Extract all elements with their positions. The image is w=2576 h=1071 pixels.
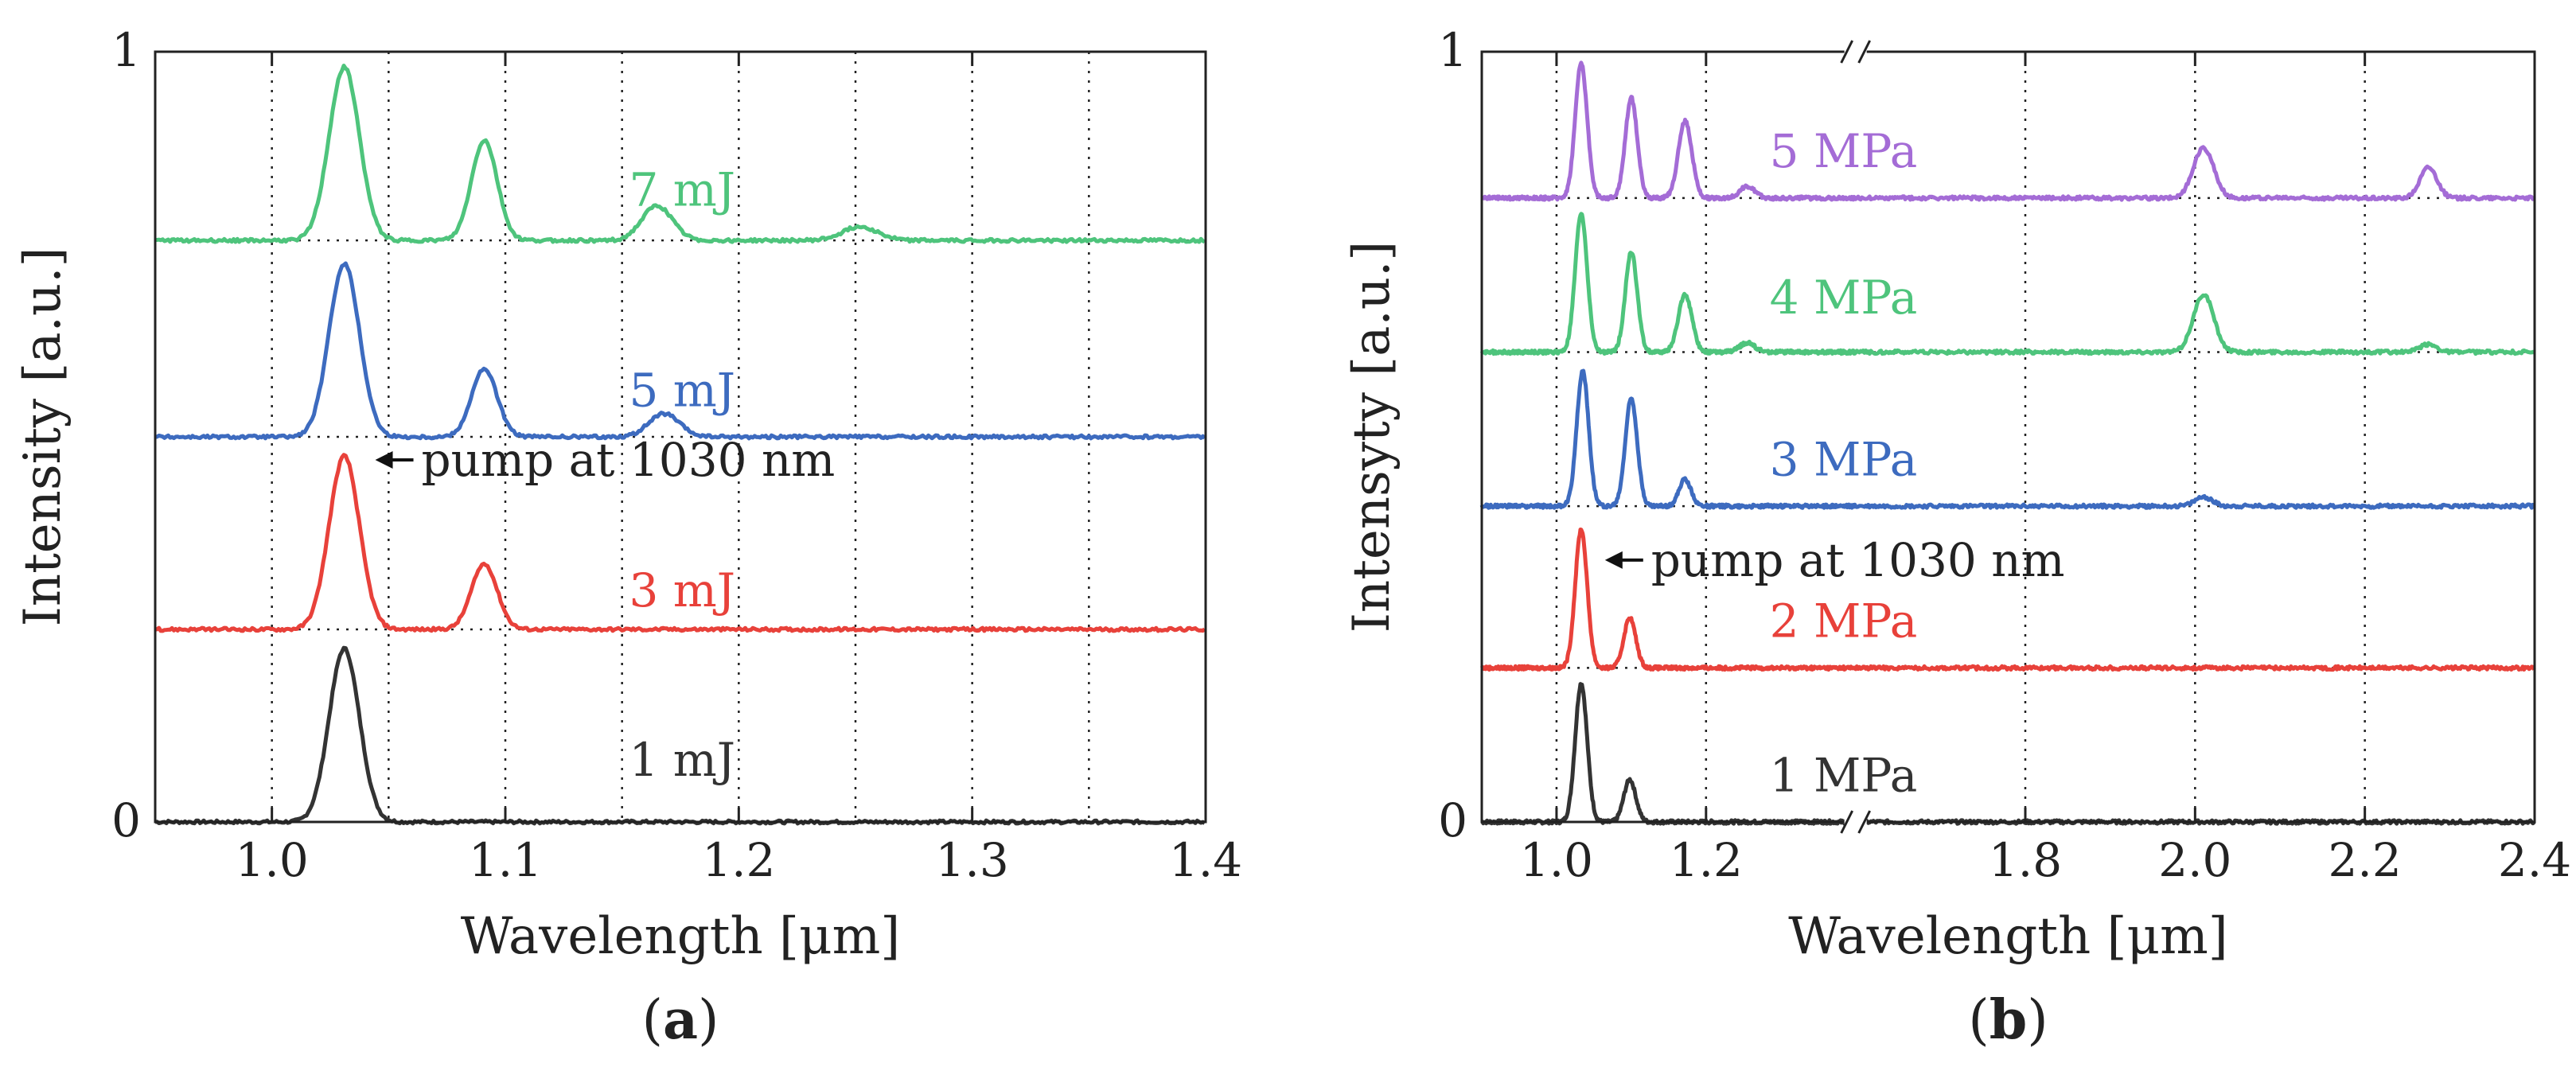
- xtick-label-5: 2.4: [2498, 833, 2571, 887]
- ytick-label-0: 0: [1438, 793, 1467, 847]
- xtick-label-2: 1.2: [702, 833, 775, 887]
- series-line-5-MPa: [1480, 60, 2536, 202]
- annotation-arrow-head: [1604, 551, 1623, 569]
- axis-break-mark-1b: [1857, 810, 1872, 834]
- x-axis-label: Wavelength [μm]: [461, 907, 900, 966]
- axis-break-gap-1: [1844, 817, 1867, 827]
- plot-frame: [154, 50, 1207, 824]
- panel-label-a-letter: a: [663, 988, 698, 1052]
- series-label-1: 3 mJ: [629, 563, 735, 617]
- panel-label-b-close: ): [2027, 989, 2048, 1052]
- panel-label-a: (a): [641, 988, 719, 1052]
- panel-label-a-close: ): [698, 989, 719, 1052]
- series-label-0: 1 MPa: [1770, 748, 1918, 802]
- xtick-label-3: 1.3: [936, 833, 1009, 887]
- series-label-3: 4 MPa: [1770, 271, 1918, 325]
- axis-break-mark-0a: [1840, 40, 1854, 64]
- y-axis-label: Intensyty [a.u.]: [1343, 241, 1401, 633]
- series-label-4: 5 MPa: [1770, 124, 1918, 178]
- ytick-label-0: 0: [111, 793, 141, 847]
- series-label-0: 1 mJ: [629, 733, 735, 787]
- axis-break-mark-0b: [1857, 40, 1872, 64]
- ytick-label-1: 1: [1438, 23, 1467, 77]
- xtick-label-3: 2.0: [2158, 833, 2231, 887]
- series-line-1-MPa: [1480, 682, 2536, 826]
- series-label-2: 3 MPa: [1770, 432, 1918, 486]
- panel-label-b: (b): [1968, 988, 2048, 1052]
- axis-break-gap-0: [1844, 47, 1867, 56]
- panel-a: 1 mJ 3 mJ 5 mJ 7 mJ 1.0 1.1 1.2 1.3 1.4 0 1 Wavelen…: [14, 23, 1242, 1052]
- series-line-3-MPa: [1479, 368, 2535, 510]
- xtick-label-0: 1.0: [1520, 833, 1593, 887]
- annotation-text: pump at 1030 nm: [422, 433, 836, 487]
- panel-b: 1 MPa 2 MPa 3 MPa 4 MPa 5 MPa 1.0 1.2 1.8 2.0 2.2…: [1343, 23, 2571, 1052]
- series-line-7-mJ: [154, 64, 1206, 244]
- series-label-1: 2 MPa: [1770, 594, 1918, 648]
- panel-label-a-open: (: [641, 989, 663, 1052]
- annotation-arrow-head: [375, 451, 393, 469]
- panel-label-b-letter: b: [1989, 988, 2028, 1052]
- ytick-label-1: 1: [111, 23, 141, 77]
- x-axis-label: Wavelength [μm]: [1788, 907, 2227, 966]
- panel-label-b-open: (: [1968, 989, 1989, 1052]
- xtick-label-1: 1.2: [1670, 833, 1743, 887]
- y-axis-label: Intensity [a.u.]: [14, 247, 72, 627]
- series-label-2: 5 mJ: [629, 363, 735, 417]
- plot-frame: [1480, 50, 2536, 824]
- xtick-label-4: 1.4: [1169, 833, 1242, 887]
- xtick-label-4: 2.2: [2329, 833, 2402, 887]
- series-line-2-MPa: [1479, 528, 2536, 672]
- series-line-4-MPa: [1479, 212, 2535, 356]
- series-line-5-mJ: [154, 261, 1206, 441]
- xtick-label-2: 1.8: [1989, 833, 2062, 887]
- series-line-3-mJ: [154, 453, 1206, 633]
- xtick-label-0: 1.0: [236, 833, 309, 887]
- axis-break-mark-1a: [1840, 810, 1854, 834]
- annotation-text: pump at 1030 nm: [1651, 533, 2065, 587]
- series-label-3: 7 mJ: [629, 163, 735, 217]
- xtick-label-1: 1.1: [469, 833, 542, 887]
